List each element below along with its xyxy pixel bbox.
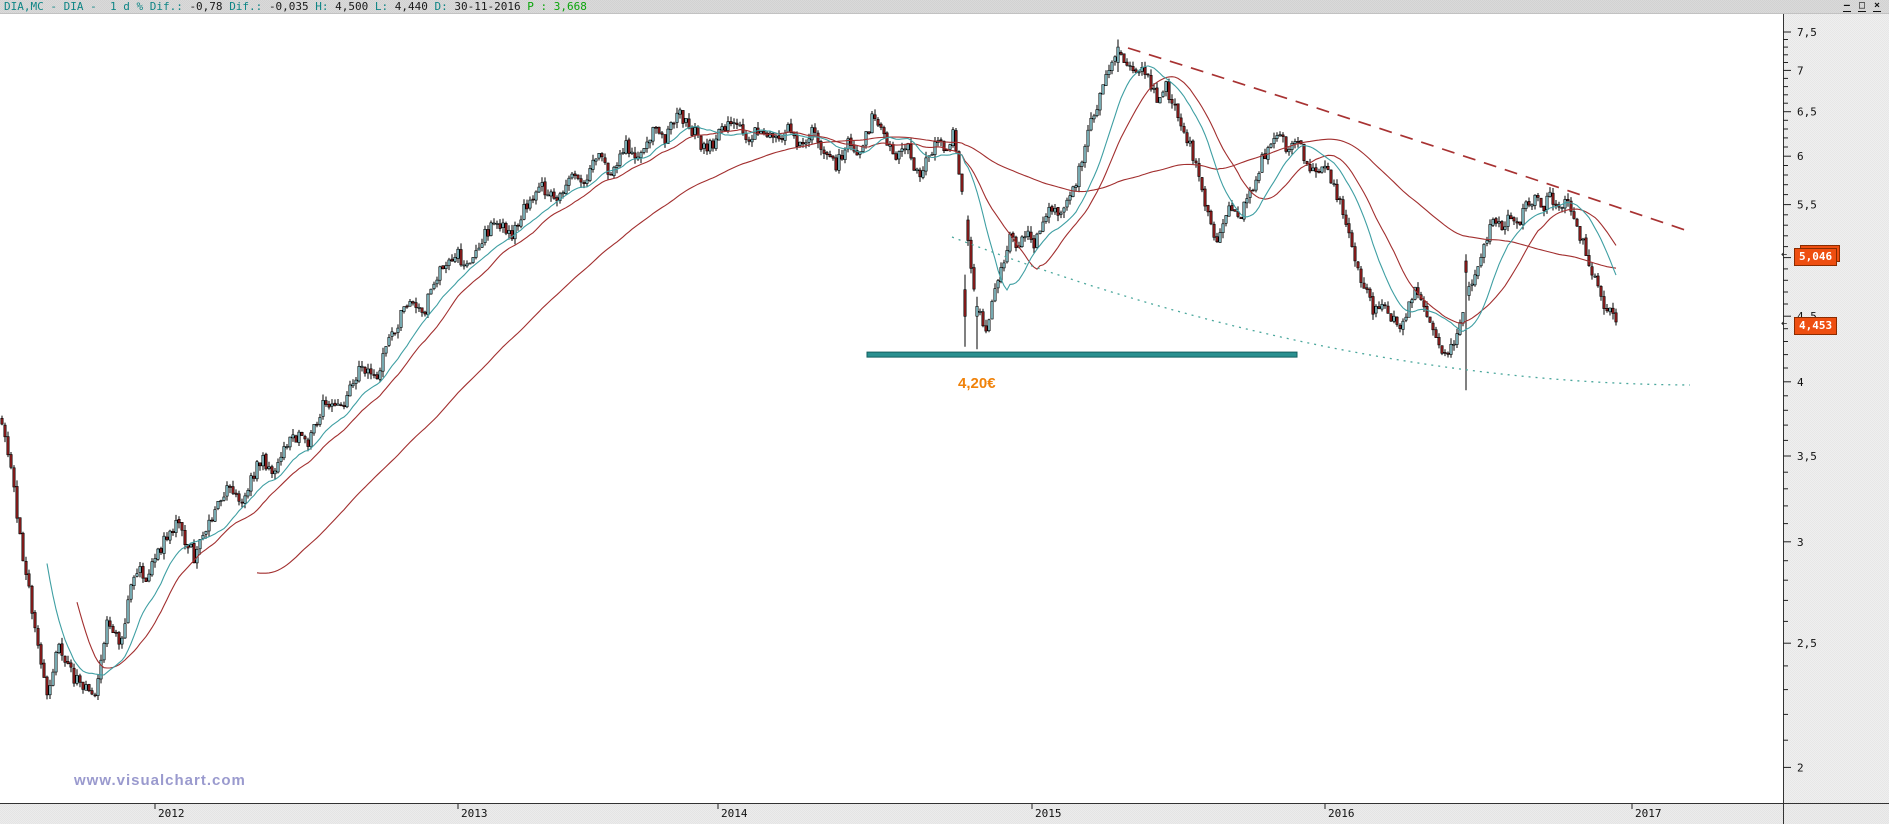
header-field: -0,78 — [189, 0, 230, 13]
header-field: % Dif.: — [136, 0, 190, 13]
time-axis-panel[interactable] — [0, 804, 1889, 824]
header-field: DIA,MC - DIA - 1 d — [4, 0, 137, 13]
price-axis-label: 2 — [1797, 761, 1804, 774]
header-field: L: — [374, 0, 395, 13]
ma-value-badge: 5,046 — [1794, 248, 1838, 266]
chart-header-bar: DIA,MC - DIA - 1 d % Dif.: -0,78 Dif.: -… — [0, 0, 1889, 14]
close-button[interactable]: × — [1872, 0, 1881, 12]
support-line-4-20[interactable] — [866, 351, 1298, 358]
year-label: 2012 — [158, 807, 185, 820]
minimize-button[interactable]: – — [1842, 0, 1851, 12]
price-axis-label: 7,5 — [1797, 26, 1817, 39]
lower-support-trendline[interactable] — [951, 236, 1691, 386]
plot-layer: 4,20€ — [0, 39, 1691, 700]
price-axis-label: 5,5 — [1797, 199, 1817, 212]
price-axis-label: 6 — [1797, 150, 1804, 163]
header-field: -0,035 — [268, 0, 316, 13]
year-label: 2013 — [461, 807, 488, 820]
header-field: 4,500 — [335, 0, 375, 13]
year-label: 2014 — [721, 807, 748, 820]
watermark: www.visualchart.com — [74, 772, 246, 789]
header-field: P : — [527, 0, 554, 13]
ma-badge-arrow-icon: ← — [1781, 249, 1788, 260]
upper-resistance-trendline[interactable] — [1127, 47, 1686, 231]
year-label: 2016 — [1328, 807, 1355, 820]
price-axis-label: 3,5 — [1797, 450, 1817, 463]
header-field: H: — [315, 0, 336, 13]
ma-slow-red — [256, 136, 1617, 574]
price-axis-label: 7 — [1797, 64, 1804, 77]
window-controls: – □ × — [1842, 0, 1881, 12]
support-line-label: 4,20€ — [958, 375, 996, 392]
price-axis-label: 3 — [1797, 536, 1804, 549]
header-field: 30-11-2016 — [454, 0, 528, 13]
header-field: D: — [434, 0, 455, 13]
price-axis-label: 4 — [1797, 376, 1804, 389]
header-field: Dif.: — [229, 0, 269, 13]
year-label: 2015 — [1035, 807, 1062, 820]
price-axis-panel[interactable] — [1783, 13, 1889, 824]
header-field: 3,668 — [553, 0, 587, 13]
candles — [0, 39, 1618, 700]
header-field: 4,440 — [394, 0, 435, 13]
year-label: 2017 — [1635, 807, 1662, 820]
ma-fast-red — [76, 76, 1617, 669]
restore-button[interactable]: □ — [1857, 0, 1866, 12]
last-price-badge: 4,453 — [1794, 317, 1838, 335]
last-price-badge-arrow-icon: ← — [1781, 318, 1788, 329]
price-axis-label: 2,5 — [1797, 637, 1817, 650]
header-fields: DIA,MC - DIA - 1 d % Dif.: -0,78 Dif.: -… — [4, 0, 587, 13]
ma-teal — [46, 65, 1617, 676]
price-axis-label: 6,5 — [1797, 106, 1817, 119]
